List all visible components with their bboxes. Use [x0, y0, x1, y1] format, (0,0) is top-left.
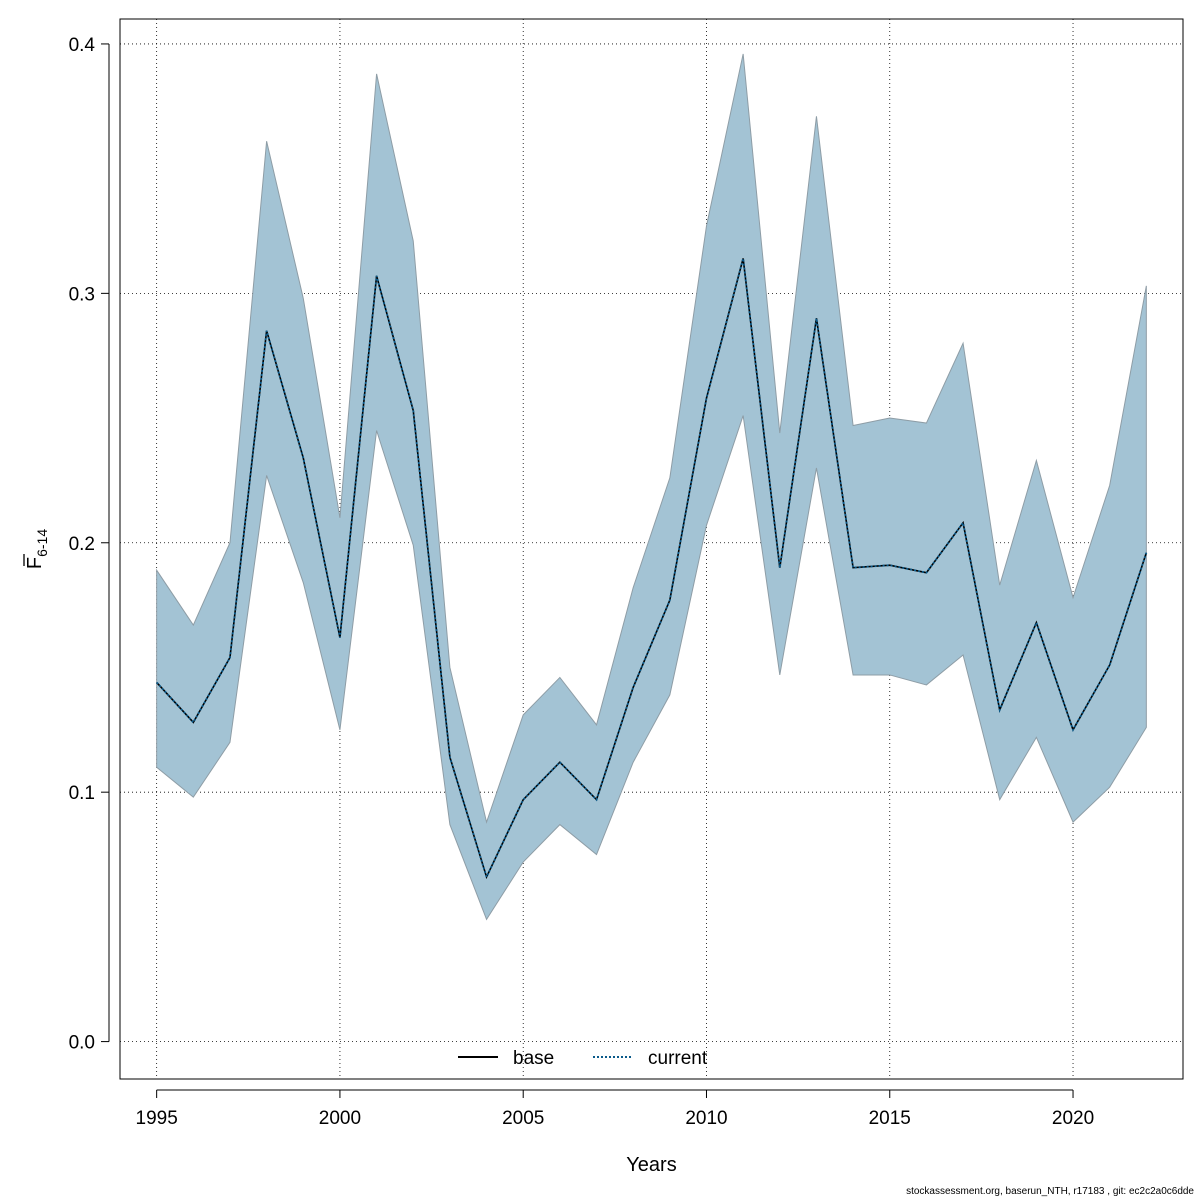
y-axis: 0.0 0.1 0.2 0.3 0.4 — [69, 35, 110, 1054]
legend: base current — [458, 1048, 708, 1069]
y-tick-label-0.3: 0.3 — [69, 284, 95, 305]
x-tick-label-2015: 2015 — [869, 1108, 911, 1129]
footer-credit: stockassessment.org, baserun_NTH, r17183… — [906, 1186, 1194, 1197]
x-tick-label-2005: 2005 — [502, 1108, 544, 1129]
y-axis-title: F6-14 — [23, 529, 50, 569]
x-tick-label-2020: 2020 — [1052, 1108, 1094, 1129]
y-tick-label-0.1: 0.1 — [69, 783, 95, 804]
confidence-band-area — [156, 53, 1147, 921]
y-axis-title-main: F — [24, 557, 46, 569]
y-tick-label-0.0: 0.0 — [69, 1033, 95, 1054]
legend-label-base: base — [513, 1048, 554, 1069]
grid-lines — [120, 19, 1183, 1079]
legend-label-current: current — [648, 1048, 708, 1069]
series-lines — [155, 258, 1148, 880]
confidence-band — [156, 53, 1147, 921]
y-tick-label-0.4: 0.4 — [69, 35, 96, 56]
series-line-current — [155, 258, 1148, 880]
y-axis-title-subscript: 6-14 — [34, 529, 50, 557]
x-tick-label-2000: 2000 — [319, 1108, 361, 1129]
x-tick-label-1995: 1995 — [136, 1108, 178, 1129]
y-axis-title-text: F6-14 — [24, 529, 50, 569]
x-axis: 1995 2000 2005 2010 2015 2020 — [136, 1089, 1094, 1129]
y-tick-label-0.2: 0.2 — [69, 534, 95, 555]
plot-frame — [119, 18, 1184, 1080]
x-tick-label-2010: 2010 — [685, 1108, 727, 1129]
x-axis-title: Years — [626, 1154, 676, 1176]
y-axis-title-group: F6-14 — [23, 529, 50, 569]
